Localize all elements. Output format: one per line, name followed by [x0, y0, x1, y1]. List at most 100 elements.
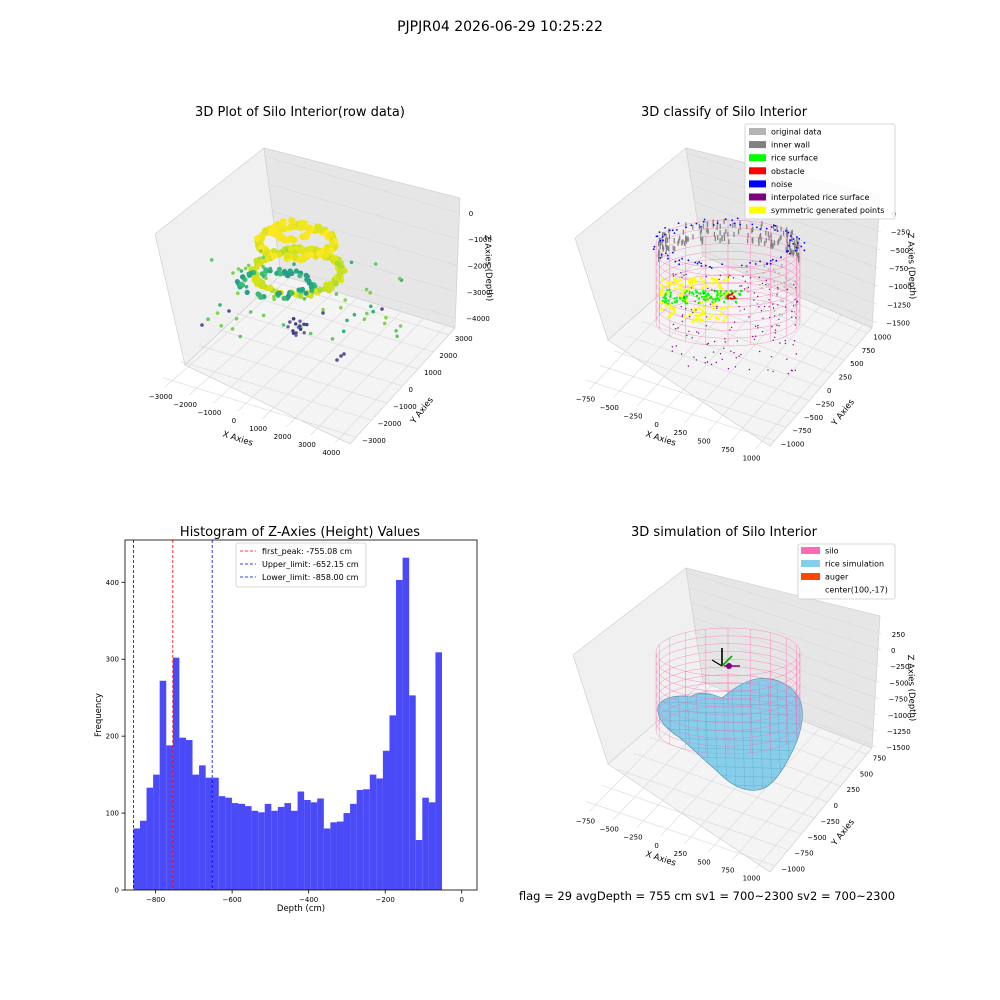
symmetric-point [722, 279, 726, 283]
interpolated-point [716, 307, 718, 309]
symmetric-point [720, 287, 724, 291]
symmetric-point [701, 309, 705, 313]
inner-wall-point [668, 234, 670, 240]
data-point [248, 310, 253, 314]
interpolated-point [724, 341, 726, 343]
rice-surface-point [729, 290, 733, 293]
inner-wall-point [739, 225, 741, 231]
original-point [745, 270, 748, 273]
interpolated-point [757, 295, 759, 298]
data-point [262, 227, 269, 234]
symmetric-point [661, 278, 665, 282]
inner-wall-point [747, 232, 749, 238]
data-point [299, 286, 305, 292]
rice-surface-point [667, 302, 670, 305]
interpolated-point [674, 328, 677, 330]
inner-wall-point [663, 231, 665, 237]
noise-point [731, 219, 734, 222]
data-point [298, 319, 302, 323]
mesh-line [749, 681, 755, 791]
obstacle-point [731, 297, 734, 300]
symmetric-point [666, 281, 670, 285]
original-point [765, 283, 768, 286]
inner-wall-point [679, 235, 681, 241]
inner-wall-point [789, 245, 791, 251]
histogram-bar [245, 806, 252, 890]
data-point [335, 273, 342, 279]
interpolated-point [772, 339, 774, 341]
noise-point [658, 231, 661, 234]
inner-wall-point [791, 229, 793, 235]
symmetric-point [659, 301, 663, 305]
rice-surface-point [702, 298, 706, 301]
x-tick-label: −500 [600, 404, 619, 412]
z-tick-label: −500 [890, 247, 909, 255]
noise-point [787, 231, 790, 234]
original-point [789, 283, 792, 286]
y-tick-label: 250 [839, 374, 852, 382]
symmetric-point [680, 282, 684, 286]
histogram-bar [369, 774, 377, 890]
interpolated-point [779, 342, 781, 344]
interpolated-point [687, 365, 690, 367]
noise-point [671, 229, 674, 232]
inner-wall-point [681, 240, 683, 246]
original-point [780, 300, 783, 303]
simulation-plot-title: 3D simulation of Silo Interior [631, 525, 818, 540]
histogram-bar [356, 790, 364, 890]
inner-wall-point [760, 224, 762, 230]
mesh-line [767, 681, 773, 791]
rice-surface-point [709, 295, 713, 298]
noise-point [776, 230, 779, 232]
z-tick-label: −1000 [888, 712, 912, 720]
interpolated-point [683, 274, 685, 276]
data-point [343, 298, 348, 302]
inner-wall-point [700, 229, 702, 235]
symmetric-point [700, 286, 704, 290]
y-gridline [162, 377, 357, 438]
interpolated-point [733, 321, 736, 323]
x-tick-label: −200 [376, 896, 395, 904]
interpolated-point [686, 334, 688, 337]
data-point [261, 265, 265, 269]
symmetric-point [683, 315, 687, 319]
inner-wall-point [780, 226, 782, 232]
inner-wall-point [770, 233, 772, 239]
data-point [365, 311, 369, 316]
rice-surface-point [664, 292, 667, 295]
x-tick-label: −500 [600, 825, 619, 833]
inner-wall-point [712, 219, 714, 225]
mesh-line [722, 681, 728, 791]
rice-surface-point [663, 295, 666, 298]
noise-point [704, 264, 707, 267]
classify-point-cloud [652, 217, 806, 375]
interpolated-point [696, 331, 698, 333]
data-point [270, 253, 278, 260]
y-tick-label: −250 [815, 400, 834, 408]
rice-surface-point [713, 298, 717, 301]
original-point [778, 313, 781, 316]
z-gridline [699, 234, 878, 305]
interpolated-point [761, 282, 764, 285]
y-gridline [180, 361, 372, 421]
inner-wall-point [767, 231, 769, 237]
noise-point [785, 230, 787, 232]
original-point [756, 302, 759, 305]
x-tick-label: −400 [299, 896, 318, 904]
legend-label: rice simulation [825, 560, 884, 569]
interpolated-point [719, 353, 722, 355]
noise-point [797, 242, 799, 245]
y-tick-label: 750 [862, 347, 875, 355]
symmetric-point [700, 300, 703, 304]
rice-surface-point [683, 300, 687, 303]
interpolated-point [741, 285, 743, 287]
rice-surface-point [738, 292, 741, 295]
data-point [236, 291, 240, 296]
original-point [784, 277, 787, 280]
interpolated-point [738, 355, 740, 357]
interpolated-point [754, 335, 757, 337]
histogram-bar [290, 810, 298, 890]
noise-point [788, 252, 791, 255]
noise-point [710, 267, 713, 269]
noise-point [773, 224, 775, 227]
